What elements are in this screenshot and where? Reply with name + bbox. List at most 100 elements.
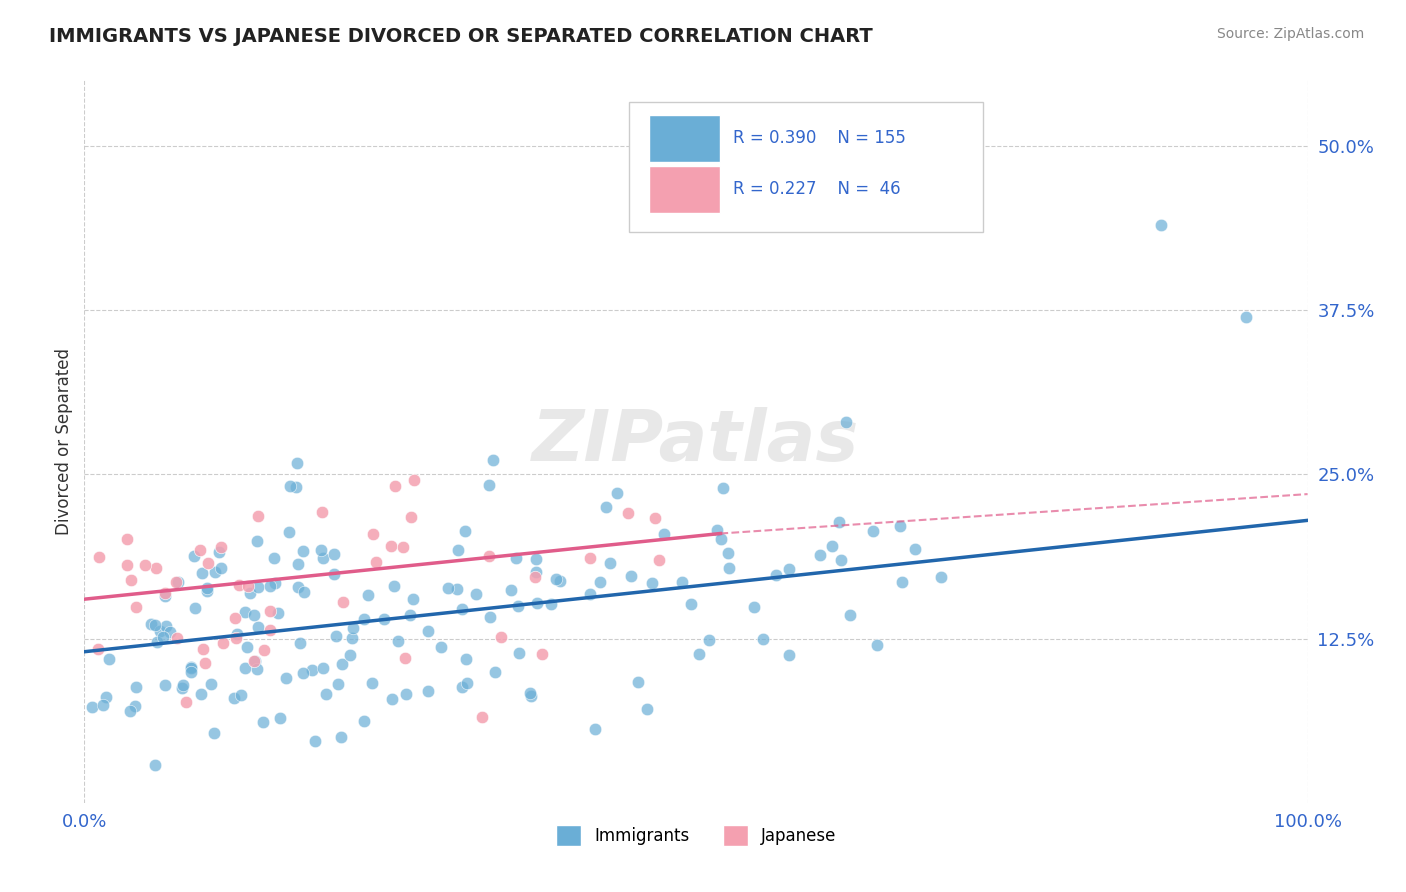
Point <box>125 681 148 695</box>
Point <box>191 566 214 581</box>
Point <box>353 612 375 626</box>
Point <box>183 601 205 615</box>
Text: R = 0.227    N =  46: R = 0.227 N = 46 <box>733 179 900 198</box>
Point <box>446 543 468 558</box>
Point <box>821 539 844 553</box>
Point <box>180 661 202 675</box>
Point <box>478 477 501 491</box>
Point <box>326 676 349 690</box>
Point <box>524 551 547 566</box>
Point <box>225 626 247 640</box>
Point <box>246 508 269 523</box>
Point <box>194 656 217 670</box>
Point <box>652 526 675 541</box>
Point <box>478 610 501 624</box>
Point <box>195 581 218 595</box>
Point <box>402 591 425 606</box>
Point <box>446 582 468 597</box>
Point <box>357 588 380 602</box>
Point <box>627 675 650 690</box>
Point <box>644 510 666 524</box>
Point <box>311 505 333 519</box>
Point <box>209 561 232 575</box>
Point <box>380 539 402 553</box>
Point <box>620 569 643 583</box>
Point <box>404 473 426 487</box>
Point <box>373 612 395 626</box>
Point <box>681 597 703 611</box>
Point <box>381 692 404 706</box>
Point <box>325 629 347 643</box>
Point <box>115 532 138 546</box>
Point <box>170 681 193 695</box>
Point <box>437 581 460 595</box>
Point <box>471 709 494 723</box>
Point <box>190 687 212 701</box>
Point <box>243 607 266 622</box>
Point <box>395 687 418 701</box>
Point <box>506 599 529 614</box>
Point <box>519 686 541 700</box>
Point <box>153 589 176 603</box>
Point <box>890 575 912 590</box>
Point <box>778 562 800 576</box>
Point <box>382 579 405 593</box>
Point <box>91 698 114 712</box>
Point <box>155 619 177 633</box>
Point <box>304 734 326 748</box>
Point <box>465 587 488 601</box>
Point <box>233 661 256 675</box>
Point <box>456 652 478 666</box>
Point <box>124 699 146 714</box>
Point <box>224 691 246 706</box>
Point <box>202 726 225 740</box>
Point <box>290 636 312 650</box>
Point <box>363 527 385 541</box>
Point <box>238 579 260 593</box>
Point <box>159 625 181 640</box>
Point <box>862 524 884 539</box>
Point <box>589 575 612 590</box>
Point <box>648 553 671 567</box>
Point <box>520 689 543 703</box>
Point <box>599 556 621 570</box>
Y-axis label: Divorced or Separated: Divorced or Separated <box>55 348 73 535</box>
Point <box>87 549 110 564</box>
Point <box>252 714 274 729</box>
Point <box>430 640 453 655</box>
Point <box>323 567 346 582</box>
Point <box>117 558 139 573</box>
Point <box>456 675 478 690</box>
Point <box>353 714 375 729</box>
Point <box>145 618 167 632</box>
Point <box>765 568 787 582</box>
Point <box>245 654 267 668</box>
Point <box>1236 310 1258 324</box>
Point <box>292 585 315 599</box>
Point <box>153 678 176 692</box>
Point <box>830 552 852 566</box>
Point <box>195 583 218 598</box>
Point <box>285 456 308 470</box>
Point <box>717 560 740 574</box>
Point <box>366 555 388 569</box>
Point <box>454 524 477 539</box>
Point <box>484 665 506 680</box>
FancyBboxPatch shape <box>650 115 720 162</box>
Point <box>340 631 363 645</box>
Point <box>98 651 121 665</box>
Point <box>416 683 439 698</box>
Point <box>540 598 562 612</box>
Point <box>253 643 276 657</box>
Point <box>688 648 710 662</box>
Point <box>285 480 308 494</box>
Point <box>269 711 291 725</box>
Point <box>828 515 851 529</box>
Point <box>176 695 198 709</box>
Point <box>291 544 314 558</box>
Point <box>200 677 222 691</box>
Point <box>263 576 285 591</box>
Point <box>530 647 553 661</box>
Point <box>329 731 352 745</box>
Point <box>394 650 416 665</box>
